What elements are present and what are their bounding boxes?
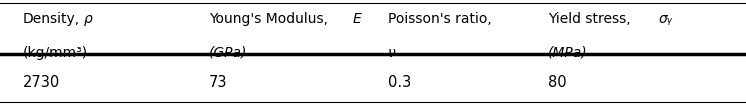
Text: Yield stress,: Yield stress, — [548, 12, 631, 27]
Text: (MPa): (MPa) — [548, 46, 588, 60]
Text: 73: 73 — [209, 75, 228, 90]
Text: 80: 80 — [548, 75, 567, 90]
Text: Density,: Density, — [22, 12, 80, 27]
Text: E: E — [353, 12, 362, 27]
Text: ρ: ρ — [84, 12, 93, 27]
Text: Young's Modulus,: Young's Modulus, — [209, 12, 328, 27]
Text: σᵧ: σᵧ — [659, 12, 673, 27]
Text: ν: ν — [388, 46, 395, 60]
Text: 2730: 2730 — [22, 75, 60, 90]
Text: 0.3: 0.3 — [388, 75, 411, 90]
Text: (GPa): (GPa) — [209, 46, 247, 60]
Text: Poisson's ratio,: Poisson's ratio, — [388, 12, 492, 27]
Text: (kg/mm³): (kg/mm³) — [22, 46, 87, 60]
